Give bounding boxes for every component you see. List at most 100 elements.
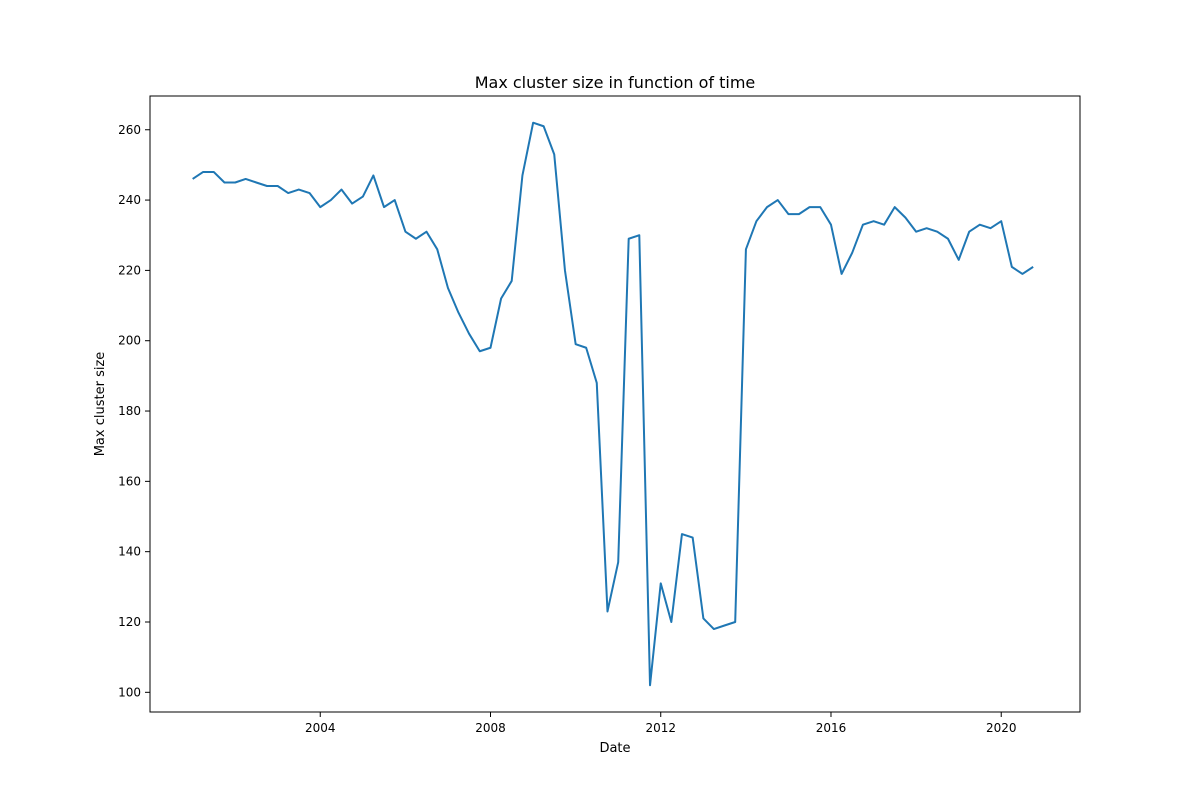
data-point [1001, 221, 1002, 222]
data-point [873, 221, 874, 222]
data-point [192, 178, 193, 179]
data-point [1033, 266, 1034, 267]
data-point [809, 207, 810, 208]
data-point [469, 333, 470, 334]
data-point [926, 228, 927, 229]
data-point [309, 193, 310, 194]
data-point [426, 231, 427, 232]
y-axis-label: Max cluster size [93, 352, 108, 457]
data-point [320, 207, 321, 208]
x-tick-label: 2012 [645, 721, 676, 735]
data-point [650, 685, 651, 686]
data-point [245, 178, 246, 179]
data-point [235, 182, 236, 183]
data-point [767, 207, 768, 208]
series-line [192, 121, 1034, 687]
data-point [224, 182, 225, 183]
data-point [735, 621, 736, 622]
data-point [501, 298, 502, 299]
x-tick-label: 2008 [475, 721, 506, 735]
data-point [777, 200, 778, 201]
y-tick-label: 220 [118, 263, 141, 277]
data-point [969, 231, 970, 232]
data-point [671, 621, 672, 622]
data-point [288, 193, 289, 194]
data-point [575, 344, 576, 345]
data-point [533, 122, 534, 123]
data-point [447, 287, 448, 288]
y-tick-label: 180 [118, 404, 141, 418]
data-point [862, 224, 863, 225]
data-point [330, 200, 331, 201]
data-point [905, 217, 906, 218]
data-point [841, 273, 842, 274]
data-point [522, 175, 523, 176]
data-point [916, 231, 917, 232]
data-point [894, 207, 895, 208]
data-point [543, 126, 544, 127]
data-point [458, 312, 459, 313]
data-point [756, 221, 757, 222]
x-tick-label: 2020 [986, 721, 1017, 735]
data-point [628, 238, 629, 239]
data-point [958, 259, 959, 260]
data-point [277, 186, 278, 187]
data-point [394, 200, 395, 201]
chart-title: Max cluster size in function of time [475, 73, 756, 92]
data-point [1011, 266, 1012, 267]
data-point [990, 228, 991, 229]
data-point [437, 249, 438, 250]
data-point [511, 280, 512, 281]
data-point [660, 583, 661, 584]
data-point [788, 214, 789, 215]
data-point [490, 347, 491, 348]
plot-area [149, 95, 1081, 713]
data-point [639, 235, 640, 236]
data-point [724, 625, 725, 626]
data-point [745, 249, 746, 250]
data-point [564, 270, 565, 271]
data-point [373, 175, 374, 176]
x-tick-label: 2004 [305, 721, 336, 735]
x-axis: 2004 2008 2012 2016 2020 [305, 712, 1017, 735]
data-point [213, 171, 214, 172]
data-point [681, 534, 682, 535]
data-point [830, 224, 831, 225]
data-point [415, 238, 416, 239]
data-point [405, 231, 406, 232]
data-point [607, 611, 608, 612]
y-tick-label: 260 [118, 123, 141, 137]
y-tick-label: 140 [118, 545, 141, 559]
data-point [554, 154, 555, 155]
data-point [692, 537, 693, 538]
y-tick-label: 160 [118, 474, 141, 488]
plot-frame [149, 95, 1081, 713]
data-point [586, 347, 587, 348]
data-point [383, 207, 384, 208]
data-point [979, 224, 980, 225]
data-point [203, 171, 204, 172]
y-tick-label: 240 [118, 193, 141, 207]
data-point [852, 252, 853, 253]
data-point [479, 351, 480, 352]
data-point [884, 224, 885, 225]
y-tick-label: 200 [118, 334, 141, 348]
data-point [947, 238, 948, 239]
data-point [618, 562, 619, 563]
y-tick-label: 120 [118, 615, 141, 629]
data-point [798, 214, 799, 215]
data-point [266, 186, 267, 187]
x-tick-label: 2016 [816, 721, 847, 735]
y-axis: 100 120 140 160 180 200 220 240 260 [118, 123, 150, 699]
data-point [362, 196, 363, 197]
data-point [820, 207, 821, 208]
data-point [713, 629, 714, 630]
x-axis-label: Date [599, 741, 630, 756]
data-point [1022, 273, 1023, 274]
y-tick-label: 100 [118, 685, 141, 699]
data-point [937, 231, 938, 232]
data-point [352, 203, 353, 204]
data-point [703, 618, 704, 619]
